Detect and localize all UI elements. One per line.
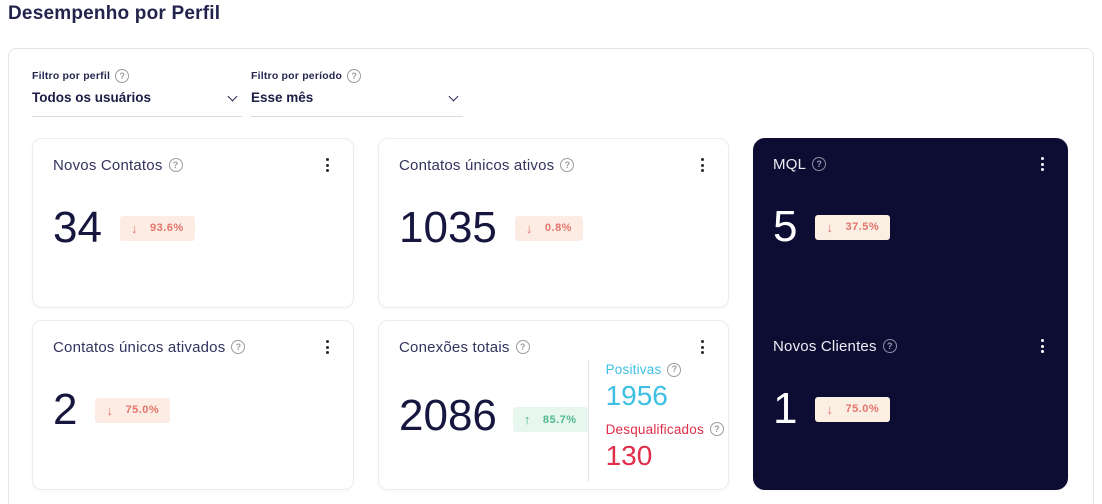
arrow-up-icon: ↑	[523, 412, 531, 427]
kebab-menu-icon[interactable]	[697, 156, 708, 174]
filters-row: Filtro por perfil ? Todos os usuários Fi…	[32, 69, 1066, 117]
desqualificados-value: 130	[605, 439, 653, 471]
desqualificados-label-row: Desqualificados ?	[605, 421, 724, 437]
card-title: Contatos únicos ativos	[399, 156, 555, 174]
card-header: Novos Clientes ?	[773, 337, 1048, 355]
positivas-label: Positivas	[605, 362, 662, 377]
card-title: Contatos únicos ativados	[53, 338, 226, 356]
card-contatos-unicos-ativos: Contatos únicos ativos ? 1035 ↓ 0.8%	[378, 138, 729, 308]
profile-filter-label-row: Filtro por perfil ?	[32, 69, 242, 83]
kebab-menu-icon[interactable]	[1037, 337, 1048, 355]
metric-value: 1035	[399, 203, 497, 252]
delta-badge-negative: ↓ 0.8%	[514, 215, 583, 241]
help-icon[interactable]: ?	[882, 339, 897, 353]
period-filter-value: Esse mês	[251, 90, 314, 105]
card-value-row: 2086 ↑ 85.7%	[399, 394, 588, 482]
card-header: Contatos únicos ativados ?	[53, 338, 333, 356]
card-value-row: 5 ↓ 37.5%	[773, 205, 1048, 249]
delta-badge-negative: ↓ 37.5%	[815, 214, 891, 240]
page-title: Desempenho por Perfil	[8, 3, 221, 24]
performance-panel: Filtro por perfil ? Todos os usuários Fi…	[8, 48, 1094, 504]
arrow-down-icon: ↓	[106, 402, 114, 418]
kebab-menu-icon[interactable]	[1037, 155, 1048, 173]
period-filter-label: Filtro por período	[251, 70, 343, 82]
positivas-value: 1956	[605, 380, 668, 411]
card-title: Conexões totais	[399, 338, 510, 356]
desqualificados-label: Desqualificados	[605, 421, 704, 437]
arrow-down-icon: ↓	[826, 401, 834, 417]
section-mql: MQL ? 5 ↓ 37.5%	[753, 138, 1068, 308]
card-header: MQL ?	[773, 155, 1048, 173]
card-dark-mql-novos-clientes: MQL ? 5 ↓ 37.5% Novos Clientes	[753, 138, 1068, 490]
card-title: MQL	[773, 155, 807, 173]
chevron-down-icon	[448, 91, 459, 101]
delta-value: 37.5%	[845, 221, 880, 233]
sub-metrics-panel: Positivas ? 1956 Desqualificados ? 130	[587, 360, 724, 482]
profile-filter-label: Filtro por perfil	[32, 70, 111, 82]
metric-value: 2086	[399, 391, 497, 440]
profile-filter: Filtro por perfil ? Todos os usuários	[32, 69, 242, 117]
arrow-down-icon: ↓	[130, 220, 138, 236]
help-icon[interactable]: ?	[560, 158, 575, 172]
card-header: Conexões totais ?	[399, 338, 708, 356]
card-value-row: 1 ↓ 75.0%	[773, 387, 1048, 431]
card-title: Novos Contatos	[53, 156, 163, 174]
card-header: Contatos únicos ativos ?	[399, 156, 708, 174]
metric-value: 5	[773, 202, 798, 251]
delta-badge-negative: ↓ 75.0%	[815, 396, 891, 422]
card-header: Novos Contatos ?	[53, 156, 333, 174]
help-icon[interactable]: ?	[515, 340, 530, 354]
period-filter: Filtro por período ? Esse mês	[251, 69, 463, 117]
delta-value: 75.0%	[125, 404, 160, 416]
card-content: 2086 ↑ 85.7% Positivas ? 1956 D	[399, 360, 724, 482]
delta-value: 85.7%	[542, 413, 577, 426]
period-filter-label-row: Filtro por período ?	[251, 69, 463, 83]
delta-value: 93.6%	[149, 222, 184, 234]
delta-badge-positive: ↑ 85.7%	[512, 407, 588, 432]
card-novos-contatos: Novos Contatos ? 34 ↓ 93.6%	[32, 138, 354, 308]
help-icon[interactable]: ?	[667, 362, 682, 377]
kebab-menu-icon[interactable]	[322, 156, 333, 174]
help-icon[interactable]: ?	[347, 69, 362, 83]
card-value-row: 34 ↓ 93.6%	[53, 206, 333, 250]
card-conexoes-totais: Conexões totais ? 2086 ↑ 85.7% Posi	[378, 320, 729, 490]
help-icon[interactable]: ?	[812, 157, 827, 171]
period-filter-select[interactable]: Esse mês	[251, 90, 463, 105]
delta-badge-negative: ↓ 75.0%	[95, 397, 171, 423]
metric-value: 34	[53, 203, 102, 252]
delta-value: 75.0%	[845, 403, 880, 415]
card-contatos-unicos-ativados: Contatos únicos ativados ? 2 ↓ 75.0%	[32, 320, 354, 490]
arrow-down-icon: ↓	[525, 220, 533, 236]
metric-value: 2	[53, 385, 78, 434]
metric-value: 1	[773, 384, 798, 433]
delta-value: 0.8%	[544, 222, 572, 234]
section-novos-clientes: Novos Clientes ? 1 ↓ 75.0%	[753, 320, 1068, 490]
profile-filter-select[interactable]: Todos os usuários	[32, 90, 242, 105]
kebab-menu-icon[interactable]	[697, 338, 708, 356]
positivas-label-row: Positivas ?	[606, 362, 719, 377]
kpi-cards-grid: Novos Contatos ? 34 ↓ 93.6% Contatos úni…	[32, 138, 1068, 490]
help-icon[interactable]: ?	[231, 340, 246, 354]
card-value-row: 1035 ↓ 0.8%	[399, 206, 708, 250]
help-icon[interactable]: ?	[115, 69, 130, 83]
arrow-down-icon: ↓	[826, 219, 834, 235]
profile-filter-value: Todos os usuários	[32, 90, 152, 105]
card-title: Novos Clientes	[773, 337, 877, 355]
help-icon[interactable]: ?	[709, 422, 724, 437]
kebab-menu-icon[interactable]	[322, 338, 333, 356]
help-icon[interactable]: ?	[168, 158, 183, 172]
card-value-row: 2 ↓ 75.0%	[53, 388, 333, 432]
delta-badge-negative: ↓ 93.6%	[119, 215, 195, 241]
chevron-down-icon	[227, 91, 238, 101]
